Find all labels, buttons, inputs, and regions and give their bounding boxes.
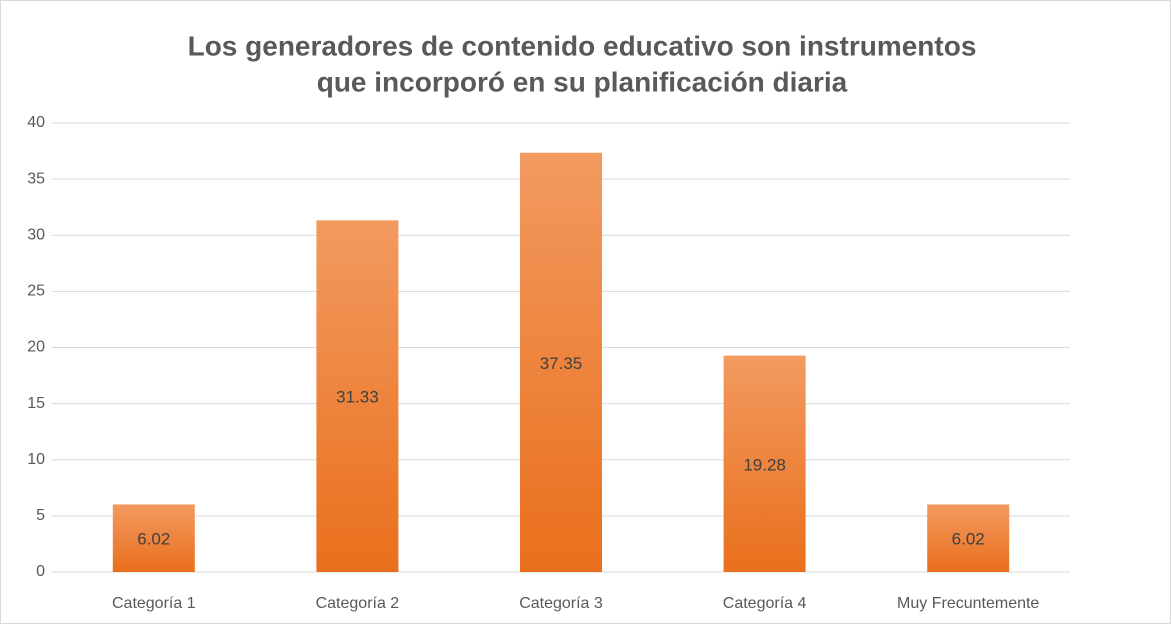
chart-title: que incorporó en su planificación diaria — [317, 66, 848, 97]
data-label: 31.33 — [336, 388, 379, 407]
x-tick-label: Categoría 4 — [723, 595, 807, 612]
y-tick-label: 20 — [27, 339, 45, 356]
x-tick-label: Categoría 1 — [112, 595, 196, 612]
bar — [520, 152, 602, 572]
x-tick-label: Categoría 2 — [316, 595, 400, 612]
bar — [927, 504, 1010, 572]
data-label: 37.35 — [540, 354, 583, 373]
y-tick-label: 0 — [36, 563, 45, 580]
data-label: 19.28 — [743, 455, 786, 474]
bar — [723, 355, 806, 572]
y-tick-label: 25 — [27, 283, 45, 300]
chart-title: Los generadores de contenido educativo s… — [188, 30, 977, 61]
y-tick-label: 40 — [27, 114, 45, 131]
bar — [112, 504, 195, 572]
x-tick-label: Categoría 3 — [519, 595, 603, 612]
bar — [316, 220, 399, 573]
y-tick-label: 15 — [27, 395, 45, 412]
x-tick-label: Muy Frecuntemente — [897, 595, 1039, 612]
data-label: 6.02 — [952, 530, 985, 549]
y-tick-label: 35 — [27, 170, 45, 187]
y-tick-label: 10 — [27, 451, 45, 468]
y-tick-label: 30 — [27, 226, 45, 243]
y-tick-label: 5 — [36, 507, 45, 524]
data-label: 6.02 — [137, 530, 170, 549]
